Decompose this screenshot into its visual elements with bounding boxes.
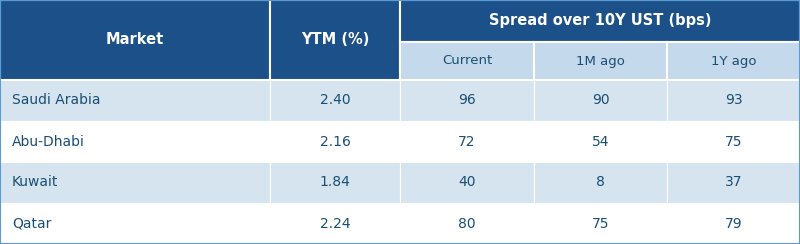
Bar [667, 121, 800, 162]
Bar [400, 42, 534, 80]
Bar [534, 121, 667, 162]
Text: Qatar: Qatar [12, 216, 51, 231]
Bar [534, 80, 667, 121]
Bar [270, 80, 400, 121]
Bar [0, 162, 270, 203]
Bar [400, 121, 534, 162]
Bar [534, 203, 667, 244]
Text: 72: 72 [458, 134, 476, 149]
Bar [534, 42, 667, 80]
Text: Spread over 10Y UST (bps): Spread over 10Y UST (bps) [489, 13, 711, 29]
Text: 54: 54 [592, 134, 610, 149]
Text: 1Y ago: 1Y ago [710, 54, 756, 68]
Bar [667, 42, 800, 80]
Bar [0, 203, 270, 244]
Text: Kuwait: Kuwait [12, 175, 58, 190]
Text: Saudi Arabia: Saudi Arabia [12, 93, 101, 108]
Bar [400, 162, 534, 203]
Text: 2.16: 2.16 [319, 134, 350, 149]
Text: 79: 79 [725, 216, 742, 231]
Text: 90: 90 [592, 93, 610, 108]
Bar [0, 121, 270, 162]
Text: 1M ago: 1M ago [576, 54, 625, 68]
Text: Market: Market [106, 32, 164, 48]
Text: YTM (%): YTM (%) [301, 32, 369, 48]
Bar [667, 80, 800, 121]
Text: 96: 96 [458, 93, 476, 108]
Bar [400, 0, 800, 42]
Bar [270, 162, 400, 203]
Bar [270, 203, 400, 244]
Text: 40: 40 [458, 175, 476, 190]
Bar [270, 0, 400, 80]
Bar [534, 162, 667, 203]
Text: 93: 93 [725, 93, 742, 108]
Text: Current: Current [442, 54, 492, 68]
Text: 75: 75 [592, 216, 610, 231]
Bar [0, 80, 270, 121]
Text: 1.84: 1.84 [319, 175, 350, 190]
Bar [667, 203, 800, 244]
Text: 2.24: 2.24 [320, 216, 350, 231]
Text: Abu-Dhabi: Abu-Dhabi [12, 134, 85, 149]
Bar [270, 121, 400, 162]
Bar [400, 203, 534, 244]
Text: 37: 37 [725, 175, 742, 190]
Bar [0, 0, 270, 80]
Bar [400, 80, 534, 121]
Bar [667, 162, 800, 203]
Text: 75: 75 [725, 134, 742, 149]
Text: 2.40: 2.40 [320, 93, 350, 108]
Text: 8: 8 [596, 175, 605, 190]
Text: 80: 80 [458, 216, 476, 231]
